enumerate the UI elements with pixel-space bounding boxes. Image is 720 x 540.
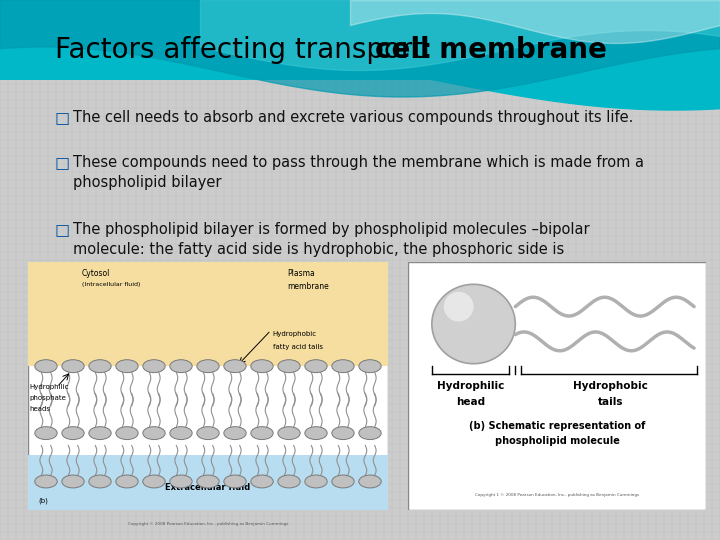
Text: Extracellular fluid: Extracellular fluid <box>166 483 251 492</box>
Ellipse shape <box>116 360 138 373</box>
Ellipse shape <box>116 427 138 440</box>
Ellipse shape <box>332 427 354 440</box>
Ellipse shape <box>359 360 381 373</box>
Ellipse shape <box>89 427 111 440</box>
Ellipse shape <box>251 427 273 440</box>
Ellipse shape <box>251 360 273 373</box>
Ellipse shape <box>197 475 219 488</box>
Ellipse shape <box>89 360 111 373</box>
Ellipse shape <box>62 360 84 373</box>
Text: Hydrophilic: Hydrophilic <box>30 383 69 389</box>
Text: These compounds need to pass through the membrane which is made from a
phospholi: These compounds need to pass through the… <box>73 155 644 190</box>
Ellipse shape <box>197 360 219 373</box>
Ellipse shape <box>305 427 327 440</box>
Text: heads: heads <box>30 406 51 412</box>
Text: Plasma: Plasma <box>287 269 315 279</box>
Text: head: head <box>456 397 485 407</box>
Ellipse shape <box>116 475 138 488</box>
Ellipse shape <box>332 475 354 488</box>
Ellipse shape <box>224 360 246 373</box>
Ellipse shape <box>170 427 192 440</box>
Ellipse shape <box>197 427 219 440</box>
Ellipse shape <box>305 360 327 373</box>
FancyBboxPatch shape <box>28 455 388 510</box>
Ellipse shape <box>359 475 381 488</box>
FancyBboxPatch shape <box>408 262 706 510</box>
Ellipse shape <box>35 427 57 440</box>
Text: (Intracellular fluid): (Intracellular fluid) <box>82 282 140 287</box>
Text: Cytosol: Cytosol <box>82 269 110 279</box>
Ellipse shape <box>332 360 354 373</box>
Ellipse shape <box>143 427 165 440</box>
Text: fatty acid tails: fatty acid tails <box>273 344 323 350</box>
Ellipse shape <box>224 475 246 488</box>
Ellipse shape <box>251 475 273 488</box>
Ellipse shape <box>224 427 246 440</box>
Text: Copyright 1 © 2008 Pearson Education, Inc., publishing as Benjamin Cummings: Copyright 1 © 2008 Pearson Education, In… <box>475 492 639 497</box>
FancyBboxPatch shape <box>28 262 388 510</box>
Text: (b) Schematic representation of: (b) Schematic representation of <box>469 421 645 431</box>
Text: Copyright © 2008 Pearson Education, Inc., publishing as Benjamin Cummings: Copyright © 2008 Pearson Education, Inc.… <box>128 522 288 526</box>
Text: Hydrophobic: Hydrophobic <box>573 381 648 391</box>
Text: □: □ <box>55 155 70 170</box>
Text: □: □ <box>55 222 70 237</box>
Ellipse shape <box>278 360 300 373</box>
Ellipse shape <box>278 475 300 488</box>
Text: The cell needs to absorb and excrete various compounds throughout its life.: The cell needs to absorb and excrete var… <box>73 110 634 125</box>
Ellipse shape <box>444 292 474 321</box>
Ellipse shape <box>143 475 165 488</box>
Ellipse shape <box>305 475 327 488</box>
Ellipse shape <box>359 427 381 440</box>
Text: (b): (b) <box>39 497 49 504</box>
Ellipse shape <box>278 427 300 440</box>
Ellipse shape <box>170 475 192 488</box>
Ellipse shape <box>432 285 516 363</box>
Text: Hydrophilic: Hydrophilic <box>437 381 504 391</box>
Ellipse shape <box>89 475 111 488</box>
Ellipse shape <box>62 475 84 488</box>
Text: phosphate: phosphate <box>30 395 67 401</box>
Text: □: □ <box>55 110 70 125</box>
Ellipse shape <box>35 475 57 488</box>
Text: Factors affecting transport:: Factors affecting transport: <box>55 36 441 64</box>
Text: membrane: membrane <box>287 282 329 291</box>
Text: cell membrane: cell membrane <box>375 36 607 64</box>
Text: The phospholipid bilayer is formed by phospholipid molecules –bipolar
molecule: : The phospholipid bilayer is formed by ph… <box>73 222 590 276</box>
Ellipse shape <box>170 360 192 373</box>
Text: Hydrophobic: Hydrophobic <box>273 332 317 338</box>
Bar <box>0 0 720 80</box>
Ellipse shape <box>35 360 57 373</box>
Ellipse shape <box>62 427 84 440</box>
Ellipse shape <box>143 360 165 373</box>
Text: phospholipid molecule: phospholipid molecule <box>495 436 619 446</box>
Text: tails: tails <box>598 397 624 407</box>
FancyBboxPatch shape <box>28 262 388 366</box>
